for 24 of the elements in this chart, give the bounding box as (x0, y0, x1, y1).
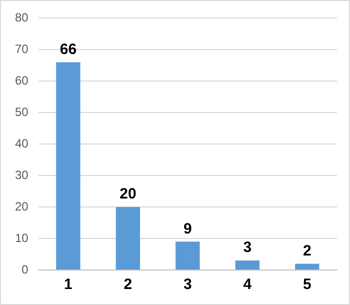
data-label: 3 (243, 239, 252, 256)
y-tick-label: 80 (14, 10, 29, 25)
y-tick-label: 0 (22, 262, 29, 276)
y-tick-label: 70 (14, 42, 29, 56)
y-tick-label: 20 (14, 199, 29, 214)
y-tick-label: 40 (14, 136, 29, 150)
data-label: 9 (184, 220, 192, 238)
data-label: 2 (302, 242, 312, 260)
bar (235, 260, 260, 270)
bar (56, 62, 80, 270)
x-tick-label: 1 (64, 276, 72, 294)
bar (295, 264, 320, 270)
data-label: 20 (120, 186, 136, 203)
data-label: 66 (60, 40, 77, 58)
x-tick-label: 4 (243, 276, 252, 294)
bar (176, 242, 200, 270)
y-tick-label: 60 (14, 73, 29, 88)
x-tick-label: 2 (124, 276, 132, 294)
y-tick-label: 30 (14, 168, 29, 182)
x-tick-label: 5 (302, 276, 312, 294)
bar (116, 207, 140, 270)
x-tick-label: 3 (184, 276, 192, 294)
y-tick-label: 10 (14, 230, 29, 245)
y-tick-label: 50 (14, 104, 29, 119)
